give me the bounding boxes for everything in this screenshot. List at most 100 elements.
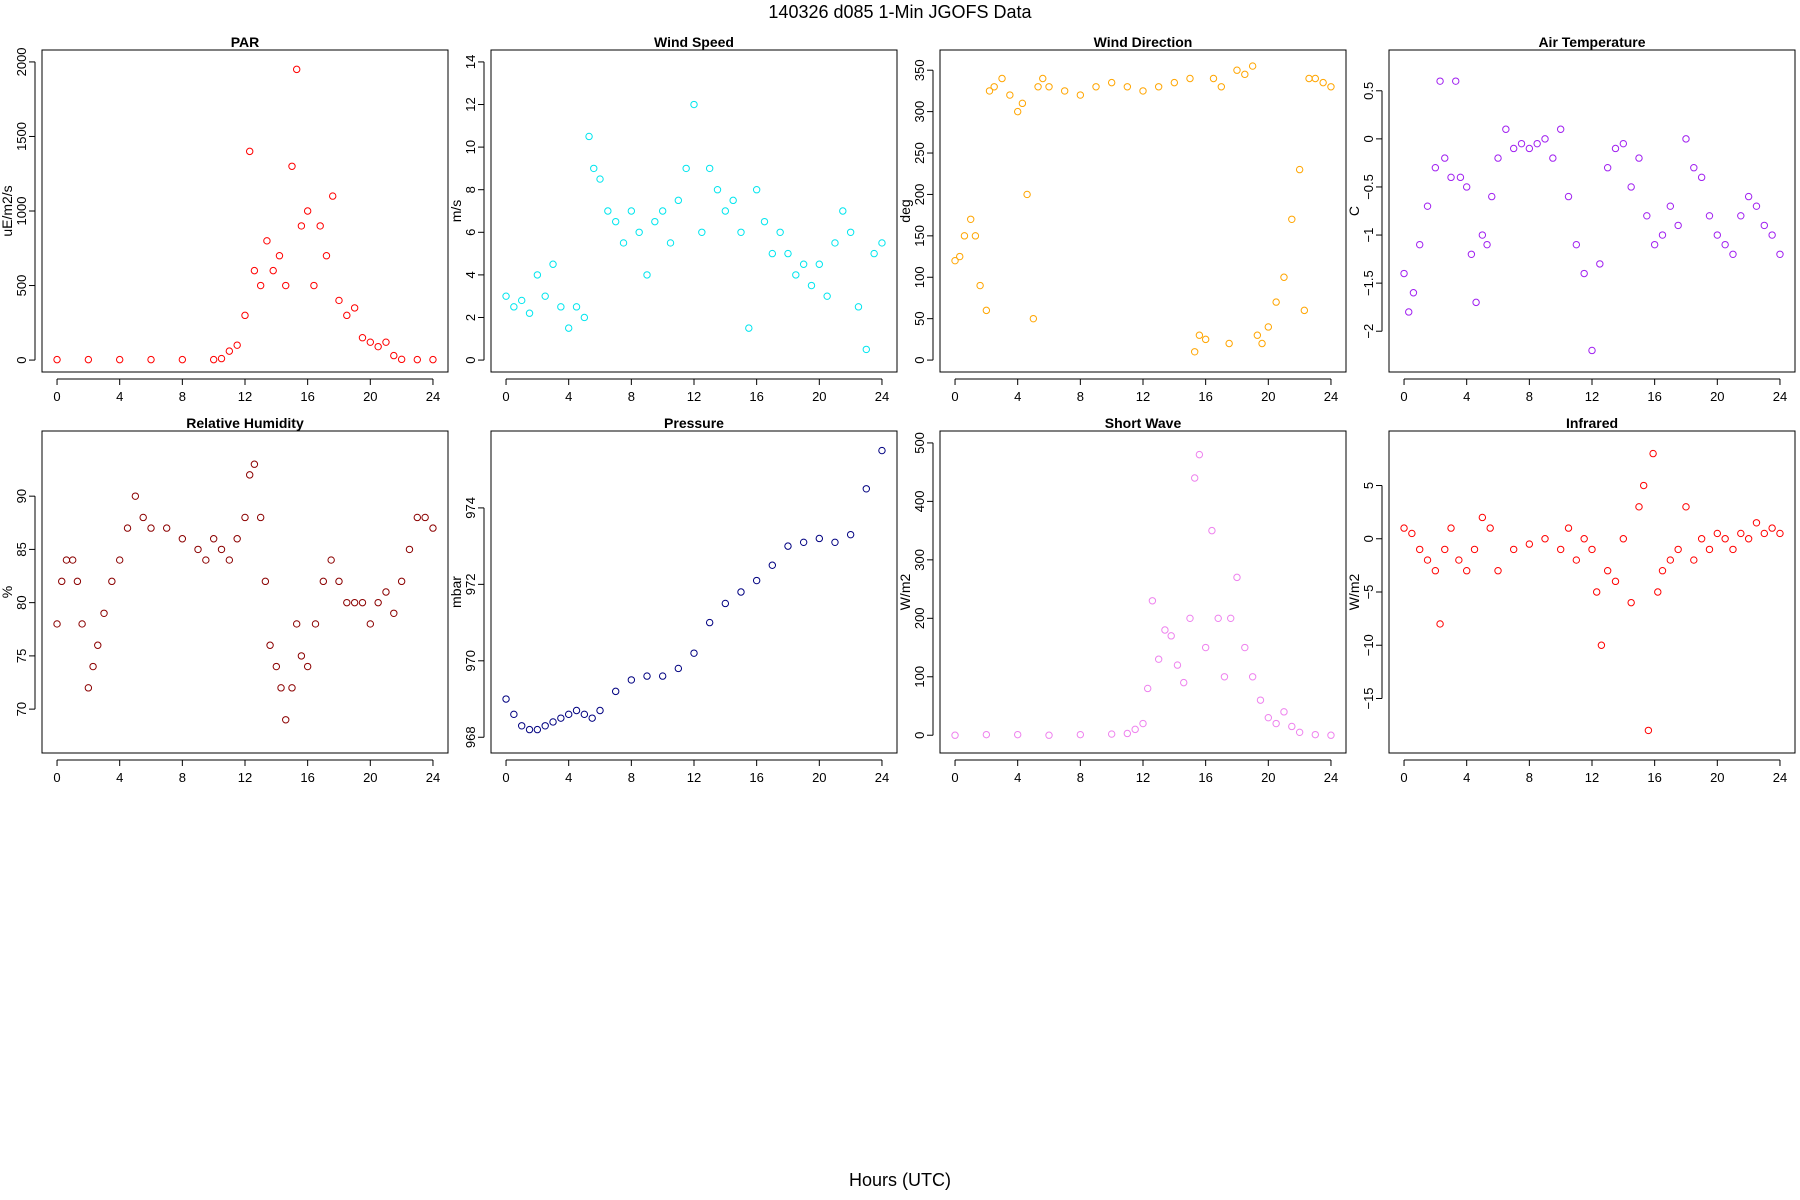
data-point [1148, 597, 1157, 605]
plot-frame [41, 49, 449, 373]
y-tick-label: 100 [912, 266, 927, 288]
y-tick-label: 70 [14, 702, 29, 716]
x-tick-label: 24 [1324, 389, 1338, 404]
data-point [1674, 221, 1682, 230]
x-tick-label: 20 [1261, 389, 1275, 404]
data-point [123, 524, 132, 532]
y-tick-label: 6 [463, 229, 478, 236]
data-point [413, 355, 421, 364]
data-point [263, 237, 271, 245]
data-point [53, 355, 61, 364]
x-tick-label: 12 [1585, 389, 1599, 404]
x-tick-label: 20 [1710, 389, 1724, 404]
data-point [1248, 62, 1257, 70]
panel-title: Relative Humidity [186, 415, 304, 431]
x-axis: 0 4 8 12 16 20 24 [951, 378, 1338, 404]
data-point [752, 576, 761, 585]
y-tick-label: 0 [14, 356, 29, 363]
data-point [1123, 729, 1132, 738]
data-point [1006, 91, 1014, 99]
plot-frame [1388, 49, 1796, 373]
data-point [572, 303, 581, 311]
data-point [1483, 240, 1491, 249]
x-tick-label: 8 [1077, 389, 1084, 404]
data-point [1588, 346, 1596, 355]
x-axis: 0 4 8 12 16 20 24 [502, 759, 889, 785]
data-point [549, 718, 557, 726]
panel-title: Infrared [1566, 415, 1618, 431]
data-point [350, 598, 359, 607]
y-tick-label: 2 [463, 314, 478, 321]
y-axis-label: W/m2 [897, 574, 913, 611]
data-point [178, 355, 187, 364]
data-point [1721, 240, 1729, 249]
y-axis: −2 −1.5 −1 −0.5 0 0.5 [1361, 82, 1383, 339]
data-point [580, 313, 589, 322]
y-tick-label: 5 [1361, 482, 1376, 489]
panel-6: Short Wave W/m2 0 4 8 12 16 20 24 0 100 200 300 400 50… [897, 415, 1347, 785]
data-point [292, 65, 301, 74]
data-point [831, 239, 839, 247]
y-tick-label: 4 [463, 271, 478, 278]
y-axis-label: m/s [448, 200, 464, 223]
data-point [1409, 289, 1418, 297]
data-point [1690, 164, 1698, 172]
data-point [1272, 719, 1280, 728]
data-point [611, 217, 620, 226]
data-point [951, 731, 959, 739]
x-tick-label: 24 [1773, 389, 1787, 404]
data-point [282, 281, 290, 290]
data-point [960, 232, 969, 240]
data-point [737, 588, 745, 596]
figure-title: 140326 d085 1-Min JGOFS Data [768, 2, 1032, 22]
data-point [1190, 348, 1199, 356]
data-point [217, 545, 226, 554]
data-point [194, 545, 202, 554]
y-tick-label: 0.5 [1361, 82, 1376, 100]
data-point [343, 311, 351, 320]
data-point [1092, 83, 1100, 91]
data-point [1658, 567, 1667, 575]
data-point [611, 687, 620, 696]
data-point [297, 652, 306, 660]
data-point [382, 338, 390, 346]
data-point [588, 714, 596, 722]
data-point [303, 207, 312, 215]
x-tick-label: 20 [363, 389, 377, 404]
data-point [1592, 588, 1601, 596]
data-point [1034, 83, 1042, 91]
x-tick-label: 4 [1014, 770, 1021, 785]
plot-frame [490, 49, 898, 373]
data-point [635, 228, 643, 236]
x-tick-label: 4 [1463, 389, 1470, 404]
data-point [951, 256, 959, 265]
data-point [1305, 74, 1313, 83]
data-point [1541, 535, 1549, 543]
data-point [1760, 221, 1768, 230]
data-point [1201, 643, 1210, 652]
data-point [1173, 661, 1182, 669]
y-axis: 70 75 80 85 90 [14, 489, 36, 716]
data-point [374, 598, 382, 607]
x-tick-label: 16 [749, 389, 763, 404]
data-point [846, 530, 855, 539]
data-point [1666, 202, 1675, 210]
data-point [1697, 535, 1706, 543]
plot-frame [41, 430, 449, 754]
y-tick-label: 968 [463, 726, 478, 748]
data-point [1556, 125, 1565, 133]
y-tick-label: 0 [1361, 535, 1376, 542]
data-point [1023, 190, 1031, 199]
data-point [1441, 545, 1449, 554]
data-point [147, 355, 155, 364]
data-point [390, 609, 398, 617]
x-tick-label: 0 [502, 389, 509, 404]
y-axis: 0 50 100 150 200 250 300 350 [912, 59, 934, 364]
y-axis: 0 500 1000 1500 2000 [14, 47, 36, 364]
y-tick-label: 2000 [14, 47, 29, 76]
data-point [985, 87, 994, 95]
data-point [1572, 240, 1581, 249]
data-point [1258, 339, 1266, 348]
data-point [1220, 673, 1229, 681]
